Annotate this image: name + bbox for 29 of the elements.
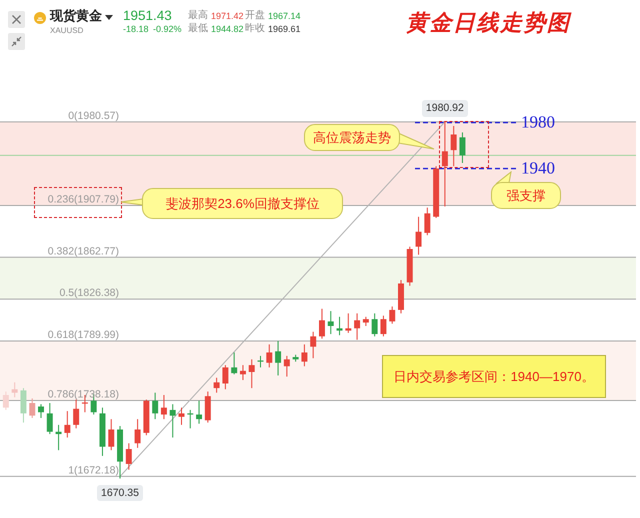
annotation: 1670.35 [97, 484, 143, 502]
ref-line-label: 0.618(1789.99) [48, 328, 119, 341]
ref-line-label: 1940 [521, 158, 555, 178]
text: 1944.82 [211, 24, 244, 34]
ref-line-label: 0.786(1738.18) [48, 388, 119, 401]
text: 1967.14 [268, 11, 301, 22]
ref-line-label: 0(1980.57) [68, 110, 119, 122]
text: 1951.43 [123, 8, 172, 24]
ref-line-label: 0.236(1907.79) [48, 194, 119, 206]
text: 强支撑 [506, 188, 546, 204]
annotation: 高位震荡走势 [313, 130, 391, 146]
text: 1969.61 [268, 24, 301, 34]
annotation: 1980.92 [422, 100, 468, 118]
text: 现货黄金 [50, 8, 102, 24]
ref-line-label: 1(1672.18) [68, 464, 119, 476]
chart-title: 黄金日线走势图 [406, 10, 570, 36]
annotation: 日内交易参考区间：1940—1970。 [394, 368, 594, 384]
text: 最高 [188, 10, 208, 22]
ref-line-label: 1980 [521, 112, 555, 132]
text: 1971.42 [211, 11, 244, 22]
text: 最低 [188, 23, 208, 34]
text: XAUUSD [50, 26, 84, 36]
text: -0.92% [153, 24, 182, 34]
annotation: 斐波那契23.6%回撤支撑位 [166, 196, 320, 212]
text: 昨收 [245, 23, 265, 34]
ref-line-label: 0.5(1826.38) [59, 287, 119, 300]
text: -18.18 [123, 24, 149, 34]
text: 开盘 [245, 10, 265, 22]
ref-line-label: 0.382(1862.77) [48, 245, 119, 258]
